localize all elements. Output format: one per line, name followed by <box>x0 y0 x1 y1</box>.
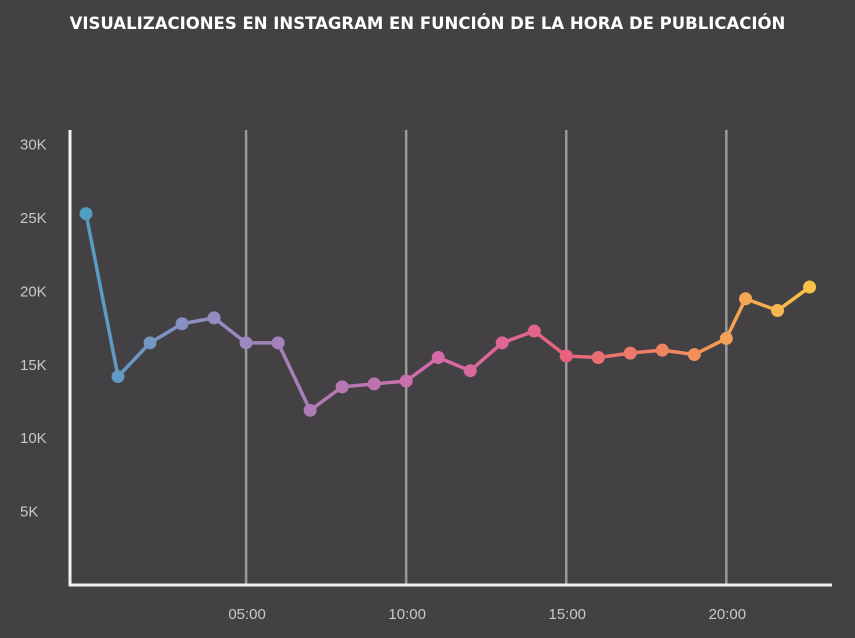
data-point <box>79 207 93 221</box>
x-tick-label: 05:00 <box>228 606 266 623</box>
data-point <box>803 280 817 294</box>
data-point <box>143 336 157 350</box>
data-point <box>303 403 317 417</box>
y-tick-label: 20K <box>20 283 47 300</box>
y-tick-label: 25K <box>20 210 47 227</box>
data-point <box>739 292 753 306</box>
data-point <box>335 380 349 394</box>
data-point <box>399 374 413 388</box>
data-point <box>271 336 285 350</box>
data-point <box>771 304 785 318</box>
series-line <box>84 213 811 413</box>
chart-title: VISUALIZACIONES EN INSTAGRAM EN FUNCIÓN … <box>69 14 786 33</box>
data-point <box>559 349 573 363</box>
data-point <box>655 343 669 357</box>
x-tick-label: 15:00 <box>548 606 586 623</box>
data-point <box>719 331 733 345</box>
data-point <box>431 351 445 364</box>
data-point <box>207 311 221 325</box>
data-point <box>175 317 189 331</box>
data-point <box>687 348 701 362</box>
data-point <box>367 377 381 391</box>
data-point <box>591 351 605 364</box>
x-tick-label: 20:00 <box>709 606 747 623</box>
data-point <box>623 346 637 360</box>
data-point <box>463 364 477 378</box>
y-tick-label: 10K <box>20 430 47 447</box>
data-point <box>239 336 253 350</box>
y-tick-label: 15K <box>20 357 47 374</box>
y-tick-label: 5K <box>20 504 38 521</box>
data-point <box>111 370 125 384</box>
y-tick-label: 30K <box>20 137 47 154</box>
x-tick-label: 10:00 <box>388 606 426 623</box>
data-point <box>495 336 509 350</box>
data-point <box>527 324 541 338</box>
